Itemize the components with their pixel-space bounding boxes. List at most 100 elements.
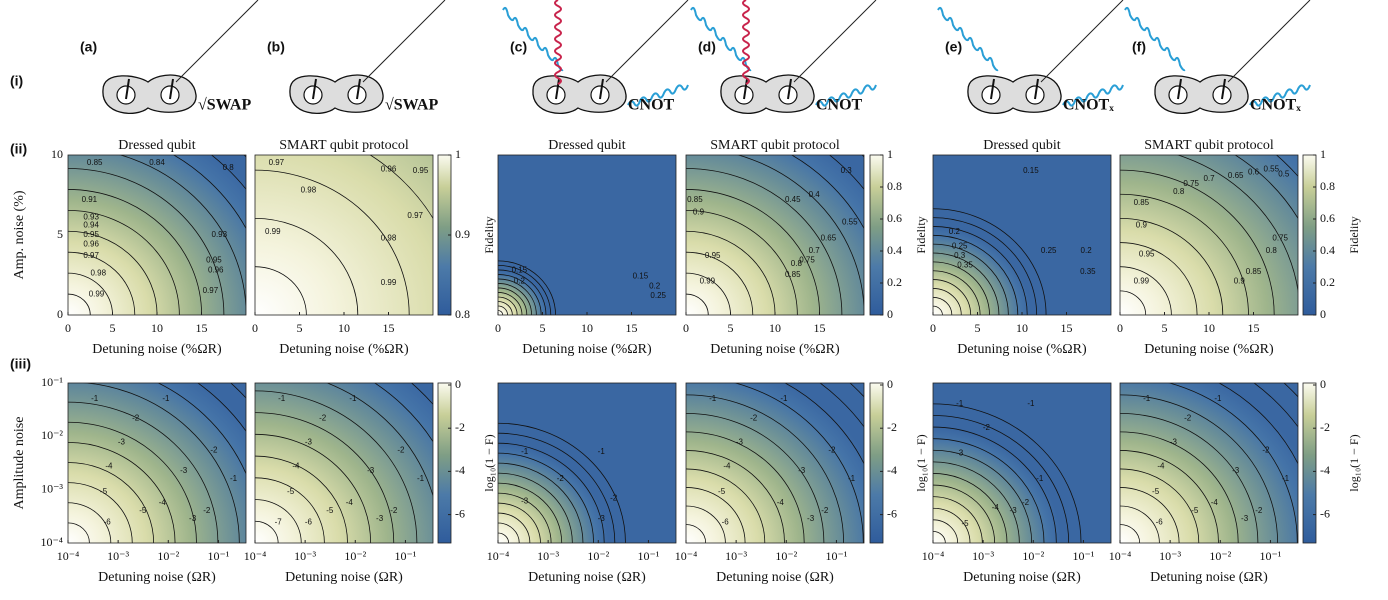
contour-label: -6 (104, 517, 112, 526)
contour-line (1120, 169, 1275, 315)
colorbar-tick-label: -4 (1320, 463, 1330, 477)
panel-label: (d) (698, 39, 716, 55)
contour-label: -3 (1232, 466, 1240, 475)
blue-field (937, 6, 999, 72)
x-tick-label: 0 (65, 321, 71, 335)
contour-line (498, 472, 573, 543)
contour-label: -3 (798, 466, 806, 475)
x-tick-label: 5 (110, 321, 116, 335)
contour-line (933, 208, 1047, 315)
panel-label: (b) (267, 39, 285, 55)
colorbar-label: Fidelity (482, 216, 496, 253)
gate-label: CNOTₓ (1250, 97, 1301, 114)
y-tick-label: 10⁻¹ (41, 375, 63, 389)
colorbar-tick-label: 0.2 (887, 275, 902, 289)
panel-title: SMART qubit protocol (1144, 138, 1274, 153)
contour-label: 0.55 (842, 217, 858, 226)
contour-line (686, 168, 843, 315)
plot-frame (685, 382, 865, 544)
y-tick-label: 10⁻² (41, 428, 63, 442)
contour-label: -5 (287, 487, 295, 496)
contour-label: -5 (100, 487, 108, 496)
contour-line (498, 260, 556, 315)
contour-label: 0.98 (90, 269, 106, 278)
panel-label: (f) (1132, 39, 1146, 55)
contour-fill (255, 155, 433, 315)
contour-label: -2 (1262, 445, 1270, 454)
contour-label: -1 (1027, 399, 1035, 408)
schematic (937, 0, 1124, 114)
blue-field (1124, 6, 1186, 72)
panel-title: Dressed qubit (118, 138, 195, 153)
contour-label: -5 (139, 506, 147, 515)
contour-line (686, 251, 754, 315)
contour-line (933, 234, 1019, 315)
contour-label: 0.99 (700, 277, 716, 286)
contour-line (1234, 155, 1298, 220)
contour-line (1120, 394, 1279, 543)
contour-fill (68, 155, 246, 315)
spin-arrow (787, 78, 792, 100)
contour-label: -2 (132, 413, 140, 422)
contour-label: -1 (1214, 394, 1222, 403)
x-tick-label: 10 (1016, 321, 1028, 335)
x-tick-label: 10⁻² (587, 549, 609, 563)
contour-label: -3 (189, 514, 197, 523)
y-tick-label: 5 (57, 227, 63, 241)
contour-line (255, 412, 395, 543)
colorbar-label: log₁₀(1 − F) (482, 434, 496, 491)
colorbar-tick-label: 0.8 (1320, 179, 1335, 193)
x-tick-label: 10⁻² (344, 549, 366, 563)
contour-line (68, 441, 176, 543)
contour-label: -4 (159, 498, 167, 507)
contour-line (1253, 383, 1298, 428)
panel-title: SMART qubit protocol (279, 138, 409, 153)
contour-line (933, 252, 1000, 315)
contour-label: -3 (118, 437, 126, 446)
colorbar-tick-label: 0.8 (887, 179, 902, 193)
contour-line (1120, 218, 1224, 315)
contour-fill (498, 383, 676, 543)
x-tick-label: 0 (495, 321, 501, 335)
spin-arrow (555, 78, 560, 100)
contour-line (498, 287, 528, 315)
microwave-beam (605, 0, 689, 83)
contour-line (1120, 290, 1147, 315)
contour-label: -1 (162, 394, 170, 403)
contour-line (784, 383, 864, 465)
contour-label: 0.7 (809, 246, 821, 255)
contour-label: -3 (1010, 506, 1018, 515)
plot-frame (1119, 382, 1299, 544)
contour-line (686, 505, 726, 543)
colorbar-tick-label: 0 (1320, 307, 1326, 321)
blue-field (502, 6, 564, 72)
contour-fill (933, 155, 1111, 315)
panel-title: SMART qubit protocol (710, 138, 840, 153)
contour-line (686, 450, 785, 543)
x-axis-label: Detuning noise (%ΩR) (957, 342, 1087, 357)
contour-label: -2 (828, 445, 836, 454)
x-tick-label: 10⁻⁴ (487, 549, 510, 563)
contour-label: 0.97 (269, 158, 285, 167)
gate-label: √SWAP (385, 97, 438, 114)
contour-line (933, 415, 1070, 543)
contour-label: -1 (598, 447, 606, 456)
x-tick-label: 0 (252, 321, 258, 335)
contour-line (68, 462, 155, 543)
contour-line (498, 305, 508, 315)
contour-label: 0.8 (223, 163, 235, 172)
x-tick-label: 10⁻² (157, 549, 179, 563)
contour-line (828, 155, 864, 190)
contour-line (498, 274, 542, 315)
contour-label: -5 (1191, 506, 1199, 515)
contour-label: -6 (305, 517, 313, 526)
colorbar-tick-label: 1 (455, 147, 461, 161)
colorbar-tick-label: -4 (887, 463, 897, 477)
contour-line (1120, 412, 1259, 543)
contour-line (933, 496, 983, 543)
contour-line (1120, 505, 1160, 543)
x-tick-label: 10⁻¹ (394, 549, 416, 563)
contour-label: 0.93 (212, 230, 228, 239)
contour-line (933, 305, 943, 315)
